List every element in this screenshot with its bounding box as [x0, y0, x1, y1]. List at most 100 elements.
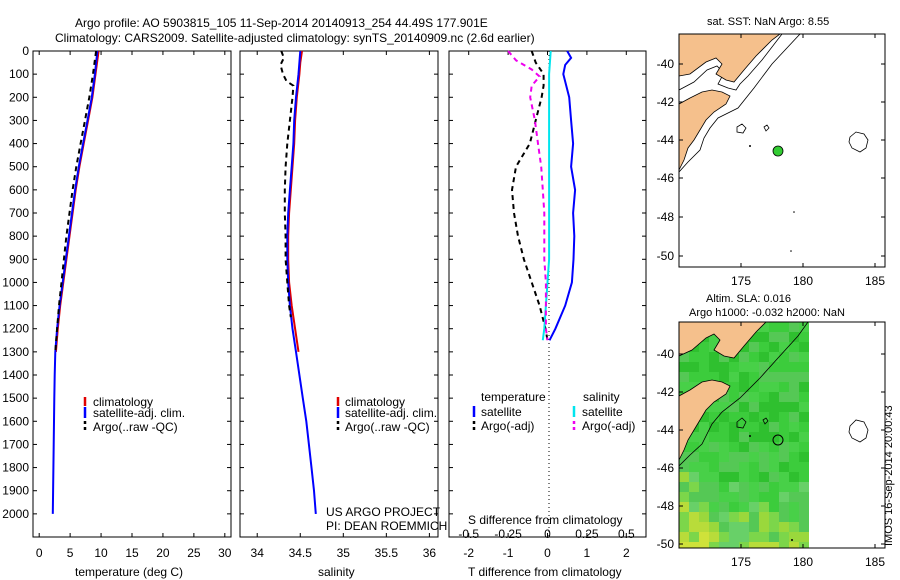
sst-map-ticks: 175 180 185 -40 -42 -44 -46 -48 -50	[657, 34, 885, 288]
sla-cell	[799, 452, 809, 462]
sla-cell	[769, 322, 779, 332]
sla-cell	[719, 512, 729, 522]
sla-cell	[789, 392, 799, 402]
salinity-depth-ticks	[240, 50, 438, 515]
x-tick-label: 35.5	[375, 546, 399, 560]
sla-cell	[719, 542, 729, 548]
s-tick-label: 0.5	[618, 527, 635, 541]
difference-xlabel: T difference from climatology	[468, 565, 622, 579]
x-tick-label: 15	[125, 546, 139, 560]
depth-tick-label: 1500	[2, 391, 29, 405]
north-island-land	[679, 34, 781, 83]
sla-cell	[739, 352, 749, 362]
sla-cell	[729, 392, 739, 402]
sla-cell	[749, 402, 759, 412]
bounty-contour	[848, 419, 869, 443]
x-tick-label: 0	[36, 546, 43, 560]
sla-cell	[779, 322, 789, 332]
sla-cell	[749, 482, 759, 492]
sla-cell	[769, 402, 779, 412]
sla-map-axes	[678, 321, 886, 549]
depth-tick-label: 100	[9, 67, 29, 81]
sla-cell	[709, 482, 719, 492]
s-tick-label: 0	[544, 527, 551, 541]
x-tick-label: 25	[187, 546, 201, 560]
sla-cell	[699, 532, 709, 542]
x-tick-label: 35	[337, 546, 351, 560]
sla-cell	[769, 492, 779, 502]
sla-cell	[779, 462, 789, 472]
sla-cell	[729, 492, 739, 502]
sla-cell	[769, 512, 779, 522]
salinity-axes	[239, 50, 439, 538]
sla-cell	[699, 372, 709, 382]
sla-cell	[709, 512, 719, 522]
argo-float-marker	[772, 145, 784, 157]
sla-cell	[739, 472, 749, 482]
sla-cell	[759, 442, 769, 452]
small-island-marker	[790, 250, 792, 252]
series-line-argo-raw-qc-	[54, 50, 98, 352]
sla-cell	[779, 542, 789, 548]
difference-legend: temperature salinity satellite Argo(-adj…	[472, 390, 635, 433]
map-y-tick-label: -50	[657, 249, 675, 263]
sla-cell	[799, 522, 809, 532]
climatology-title: Climatology: CARS2009. Satellite-adjuste…	[55, 31, 535, 45]
sla-cell	[789, 422, 799, 432]
map-y-tick-label: -46	[657, 461, 675, 475]
sla-cell	[679, 532, 689, 542]
sla-cell	[789, 522, 799, 532]
x-tick-label: 30	[218, 546, 232, 560]
sla-cell	[769, 482, 779, 492]
sst-map-title: sat. SST: NaN Argo: 8.55	[707, 16, 829, 28]
sla-map-title: Altim. SLA: 0.016	[706, 293, 791, 305]
sla-cell	[739, 482, 749, 492]
sla-cell	[779, 412, 789, 422]
sla-cell	[689, 492, 699, 502]
sla-cell	[759, 362, 769, 372]
sla-cell	[789, 462, 799, 472]
sla-cell	[769, 362, 779, 372]
pi-annotation: PI: DEAN ROEMMICH	[326, 519, 447, 533]
sla-cell	[759, 502, 769, 512]
small-island-marker	[749, 435, 751, 437]
sla-cell	[719, 532, 729, 542]
s-tick-label: -0.5	[458, 527, 479, 541]
sla-cell	[709, 542, 719, 548]
difference-depth-ticks	[449, 50, 646, 515]
series-line-argo-adj-	[510, 50, 549, 341]
sla-field	[679, 322, 809, 548]
sla-cell	[719, 462, 729, 472]
sla-map-ticks: 175 180 185 -40 -42 -44 -46 -48 -50	[657, 322, 885, 569]
series-line-satellite	[548, 50, 577, 341]
depth-ticks: 0 100 200 300 400 500 600 700 800 900 1000 1100 1200…	[2, 44, 231, 521]
sla-cell	[799, 512, 809, 522]
sla-cell	[719, 362, 729, 372]
sla-cell	[729, 372, 739, 382]
series-line-satellite-adj-clim-	[286, 50, 317, 514]
legend-t-argo: Argo(-adj)	[481, 419, 534, 433]
sla-cell	[739, 432, 749, 442]
sla-cell	[699, 432, 709, 442]
sla-cell	[769, 332, 779, 342]
legend-argo: Argo(..raw -QC)	[93, 420, 178, 434]
sla-cell	[739, 452, 749, 462]
sst-map-axes	[678, 33, 886, 268]
legend-climatology: climatology	[93, 395, 153, 409]
sla-cell	[729, 402, 739, 412]
sla-cell	[709, 342, 719, 352]
sla-cell	[699, 492, 709, 502]
sla-cell	[739, 382, 749, 392]
sla-cell	[799, 352, 809, 362]
sla-cell	[679, 462, 689, 472]
sla-cell	[779, 352, 789, 362]
sla-cell	[719, 442, 729, 452]
sla-cell	[739, 342, 749, 352]
salinity-series	[279, 50, 317, 514]
sla-cell	[779, 482, 789, 492]
sla-cell	[739, 392, 749, 402]
sla-cell	[679, 542, 689, 548]
sla-cell	[739, 402, 749, 412]
s-tick-label: -0.25	[494, 527, 522, 541]
sla-cell	[749, 492, 759, 502]
